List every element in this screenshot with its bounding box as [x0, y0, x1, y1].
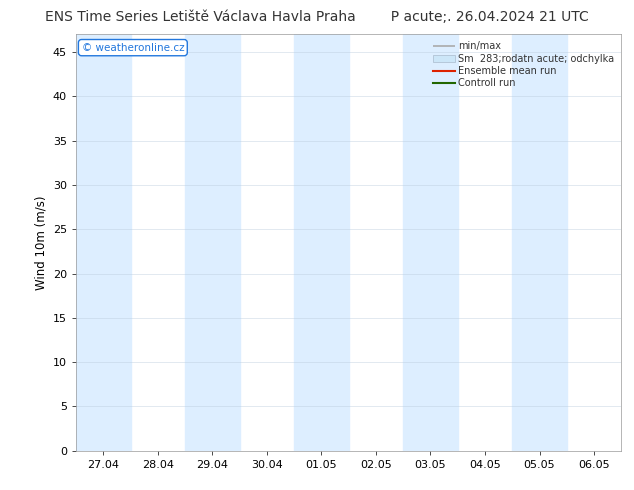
Bar: [294, 34, 349, 451]
Y-axis label: Wind 10m (m/s): Wind 10m (m/s): [34, 196, 48, 290]
Text: © weatheronline.cz: © weatheronline.cz: [82, 43, 184, 52]
Bar: [403, 34, 458, 451]
Legend: min/max, Sm  283;rodatn acute; odchylka, Ensemble mean run, Controll run: min/max, Sm 283;rodatn acute; odchylka, …: [429, 37, 618, 92]
Bar: [76, 34, 131, 451]
Text: ENS Time Series Letiště Václava Havla Praha        P acute;. 26.04.2024 21 UTC: ENS Time Series Letiště Václava Havla Pr…: [45, 10, 589, 24]
Bar: [512, 34, 567, 451]
Bar: [185, 34, 240, 451]
